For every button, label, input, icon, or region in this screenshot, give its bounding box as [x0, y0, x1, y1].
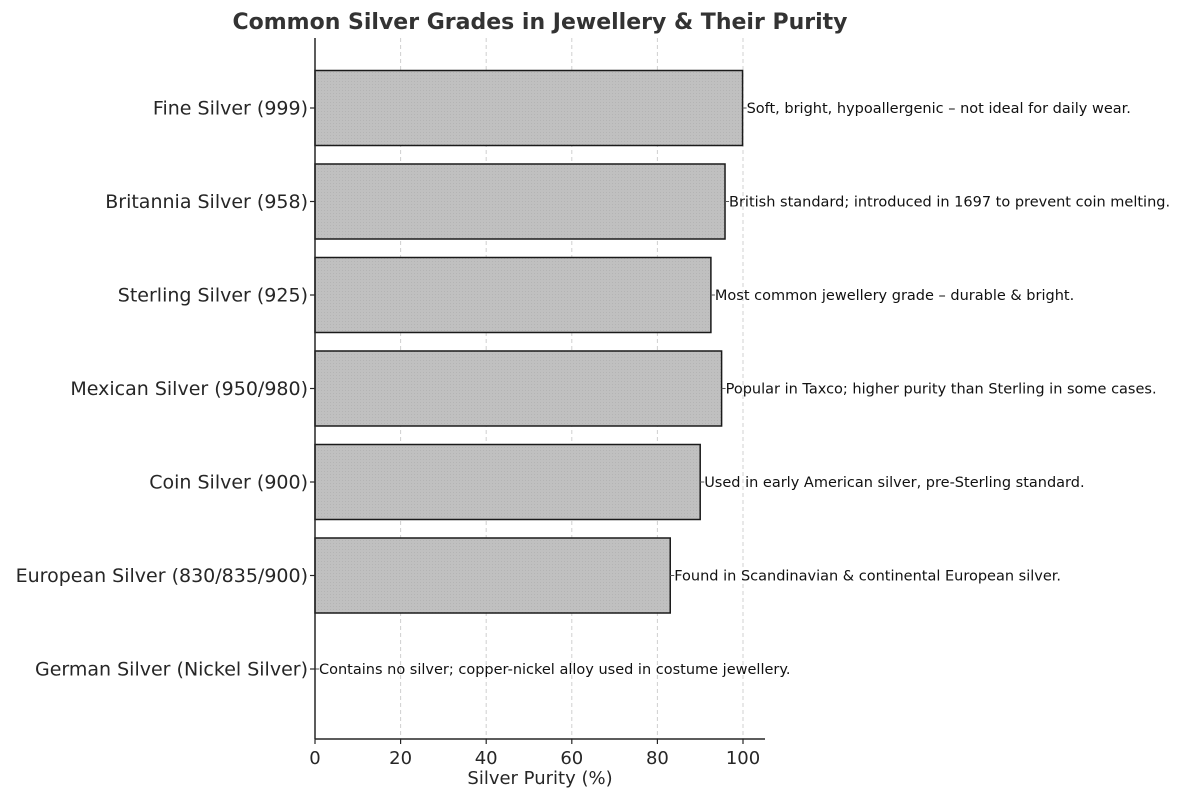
y-tick-label: German Silver (Nickel Silver) — [35, 659, 308, 681]
bar-annotation: Found in Scandinavian & continental Euro… — [674, 569, 1061, 585]
x-tick-label: 60 — [560, 748, 583, 769]
bar-row: Coin Silver (900) Used in early American … — [149, 443, 1085, 521]
bar — [314, 69, 744, 147]
axes — [314, 38, 765, 740]
bar-annotation: British standard; introduced in 1697 to … — [729, 195, 1170, 211]
bar-row: Sterling Silver (925) Most common jewelle… — [118, 256, 1074, 334]
y-tick-label: Britannia Silver (958) — [105, 191, 308, 213]
x-tick-label: 0 — [309, 748, 320, 769]
bar-row: Britannia Silver (958) British standard; … — [105, 163, 1170, 240]
bar — [314, 256, 712, 334]
bar-row: Mexican Silver (950/980) Popular in Taxco… — [70, 350, 1157, 427]
x-tick-label: 80 — [646, 748, 669, 769]
bar-annotation: Soft, bright, hypoallergenic – not ideal… — [747, 101, 1131, 117]
bar-annotation: Contains no silver; copper-nickel alloy … — [319, 662, 790, 678]
bar — [314, 537, 671, 614]
y-tick-label: European Silver (830/835/900) — [16, 565, 308, 587]
x-tick-label: 20 — [389, 748, 412, 769]
x-tick-label: 100 — [726, 748, 760, 769]
y-tick-label: Coin Silver (900) — [149, 472, 308, 494]
chart-title: Common Silver Grades in Jewellery & Thei… — [232, 10, 847, 35]
x-ticks: 0 20 40 60 80 100 — [309, 739, 760, 769]
x-axis-label: Silver Purity (%) — [467, 768, 612, 789]
y-tick-label: Sterling Silver (925) — [118, 285, 308, 307]
bar — [314, 350, 723, 427]
bar — [314, 163, 726, 240]
y-tick-label: Mexican Silver (950/980) — [70, 378, 308, 400]
bar-annotation: Popular in Taxco; higher purity than Ste… — [726, 382, 1157, 398]
x-tick-label: 40 — [475, 748, 498, 769]
bar-annotation: Most common jewellery grade – durable & … — [715, 288, 1074, 304]
bars: Fine Silver (999) Soft, bright, hypoaller… — [16, 69, 1170, 681]
bar-annotation: Used in early American silver, pre-Sterl… — [704, 475, 1084, 491]
y-tick-label: Fine Silver (999) — [153, 98, 308, 120]
bar — [314, 443, 701, 521]
bar-row: Fine Silver (999) Soft, bright, hypoaller… — [153, 69, 1131, 147]
bar-row: European Silver (830/835/900) Found in Sc… — [16, 537, 1061, 614]
bar-row: German Silver (Nickel Silver) Contains no… — [35, 659, 790, 681]
